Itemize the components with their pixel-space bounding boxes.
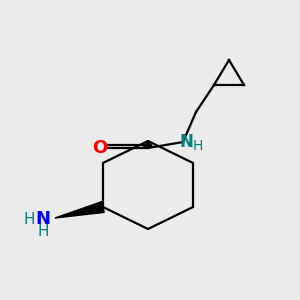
Text: H: H bbox=[193, 139, 203, 153]
Text: N: N bbox=[179, 133, 193, 151]
Text: H: H bbox=[23, 212, 35, 226]
Text: H: H bbox=[37, 224, 49, 239]
Polygon shape bbox=[55, 202, 104, 218]
Text: N: N bbox=[35, 210, 50, 228]
Text: O: O bbox=[92, 139, 108, 157]
